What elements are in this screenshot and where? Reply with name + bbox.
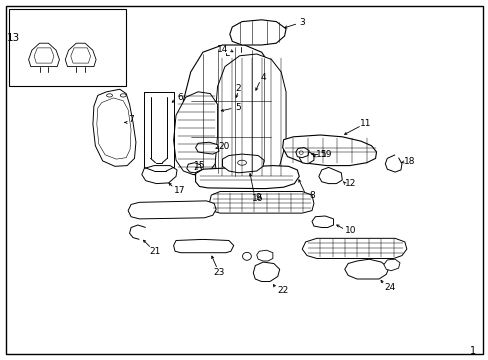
Text: 20: 20	[218, 143, 229, 152]
Text: 1: 1	[469, 346, 475, 356]
Text: 9: 9	[255, 193, 261, 202]
Text: 7: 7	[128, 115, 134, 124]
Text: 8: 8	[308, 191, 314, 199]
Ellipse shape	[242, 252, 251, 260]
Polygon shape	[295, 148, 308, 158]
Text: 19: 19	[320, 150, 332, 158]
Text: 24: 24	[384, 284, 395, 292]
Text: 11: 11	[359, 118, 371, 127]
Ellipse shape	[299, 151, 303, 154]
Text: 15: 15	[315, 150, 327, 158]
Polygon shape	[229, 20, 285, 45]
Text: 18: 18	[403, 157, 415, 166]
Polygon shape	[28, 43, 60, 67]
Polygon shape	[173, 92, 217, 175]
Ellipse shape	[237, 160, 246, 165]
Bar	[228, 52, 239, 57]
Text: 2: 2	[235, 84, 241, 93]
Polygon shape	[195, 166, 299, 189]
Polygon shape	[282, 135, 376, 166]
Text: 14: 14	[216, 45, 228, 54]
Polygon shape	[318, 167, 342, 184]
Polygon shape	[128, 201, 216, 219]
Text: 17: 17	[174, 186, 185, 194]
Polygon shape	[256, 250, 272, 261]
Polygon shape	[209, 192, 313, 213]
Polygon shape	[215, 54, 285, 182]
Polygon shape	[93, 89, 136, 166]
Ellipse shape	[120, 94, 126, 97]
Ellipse shape	[106, 94, 112, 97]
Text: 23: 23	[213, 269, 224, 277]
Polygon shape	[302, 238, 406, 258]
Polygon shape	[311, 216, 333, 228]
Polygon shape	[186, 163, 201, 173]
Text: 15: 15	[193, 161, 205, 170]
Text: 22: 22	[276, 287, 288, 295]
Text: 10: 10	[345, 226, 356, 235]
Bar	[9, 9, 126, 86]
Polygon shape	[299, 152, 313, 164]
Polygon shape	[344, 259, 388, 279]
Text: 21: 21	[149, 247, 161, 256]
Polygon shape	[222, 154, 264, 173]
Text: 16: 16	[252, 194, 264, 203]
Polygon shape	[383, 259, 399, 271]
Polygon shape	[65, 43, 96, 67]
Text: 5: 5	[235, 103, 241, 112]
Polygon shape	[183, 45, 273, 180]
Polygon shape	[173, 239, 233, 253]
Polygon shape	[142, 166, 177, 184]
Text: 3: 3	[299, 18, 305, 27]
Polygon shape	[195, 142, 219, 154]
Text: 13: 13	[7, 33, 20, 43]
Text: 4: 4	[260, 73, 265, 82]
Text: 6: 6	[177, 93, 183, 102]
Text: 12: 12	[345, 179, 356, 188]
Polygon shape	[253, 262, 279, 282]
